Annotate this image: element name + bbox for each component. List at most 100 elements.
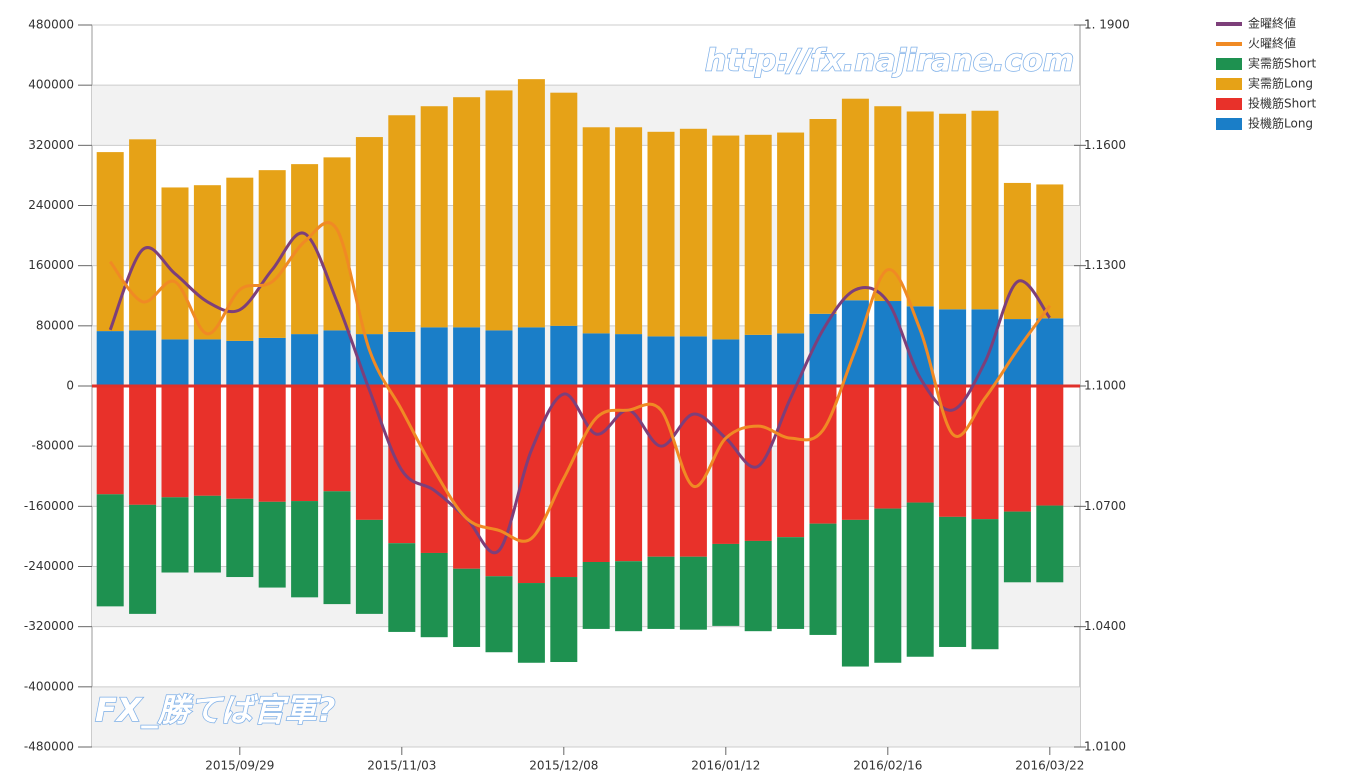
bar: [485, 576, 513, 653]
bar: [193, 339, 221, 386]
bar: [679, 336, 707, 386]
bar: [517, 327, 545, 386]
bar: [550, 92, 578, 326]
legend-label: 火曜終値: [1248, 36, 1296, 51]
legend-label: 投機筋Long: [1248, 116, 1313, 131]
background-band: [92, 686, 1080, 747]
bar: [258, 337, 286, 386]
bar: [777, 132, 805, 334]
legend-label: 実需筋Long: [1248, 76, 1313, 91]
y-tick-label: -480000: [24, 740, 74, 754]
x-tick-label: 2015/09/29: [205, 759, 274, 773]
watermark: FX_勝てば官軍?: [95, 691, 335, 729]
y-tick-label: 240000: [28, 198, 74, 212]
bar: [777, 386, 805, 538]
bar: [1003, 386, 1031, 512]
y-tick-label: -240000: [24, 559, 74, 573]
bar: [258, 386, 286, 502]
bar: [777, 537, 805, 629]
y-tick-label: -320000: [24, 619, 74, 633]
bar: [355, 334, 383, 386]
bar: [744, 540, 772, 632]
bar: [647, 131, 675, 337]
bar: [712, 339, 740, 386]
bar: [485, 386, 513, 577]
bar: [550, 577, 578, 663]
bar: [841, 519, 869, 667]
y-tick-label: 0: [66, 379, 74, 393]
y2-tick-label: 1.0400: [1084, 619, 1126, 633]
legend-swatch: [1216, 22, 1242, 26]
bar: [1036, 318, 1064, 386]
legend-swatch: [1216, 58, 1242, 70]
legend-swatch: [1216, 42, 1242, 46]
bar: [355, 519, 383, 614]
bar: [550, 325, 578, 386]
bar: [874, 301, 902, 386]
bar: [809, 523, 837, 635]
bar: [712, 386, 740, 544]
bar: [420, 552, 448, 638]
y-tick-label: 160000: [28, 258, 74, 272]
legend-swatch: [1216, 118, 1242, 130]
y2-tick-label: 1. 1900: [1084, 18, 1130, 32]
bar: [1003, 319, 1031, 386]
bar: [291, 386, 319, 502]
bar: [841, 98, 869, 301]
legend-swatch: [1216, 78, 1242, 90]
x-tick-label: 2016/01/12: [691, 759, 760, 773]
legend-label: 投機筋Short: [1248, 96, 1316, 111]
bar: [582, 386, 610, 562]
bar: [906, 111, 934, 307]
bar: [647, 386, 675, 557]
chart-layer: -480000 -400000 -320000 -240000 -160000 -8000…: [24, 18, 1130, 773]
bar: [291, 164, 319, 335]
y-tick-label: -160000: [24, 499, 74, 513]
bar: [1036, 505, 1064, 583]
bar: [226, 386, 254, 499]
y-tick-label: 320000: [28, 138, 74, 152]
bar: [615, 334, 643, 386]
bar: [226, 498, 254, 578]
bar: [906, 502, 934, 657]
bar: [744, 334, 772, 386]
bar: [615, 386, 643, 562]
bar: [1036, 184, 1064, 319]
bar: [161, 386, 189, 498]
bar: [1003, 511, 1031, 583]
legend-swatch: [1216, 98, 1242, 110]
bar: [517, 386, 545, 584]
y-tick-label: -400000: [24, 679, 74, 693]
y-tick-label: -80000: [31, 439, 74, 453]
bar: [291, 334, 319, 386]
bar: [874, 386, 902, 509]
bar: [96, 494, 124, 607]
bar: [517, 583, 545, 663]
bar: [129, 330, 157, 386]
bar: [323, 386, 351, 492]
bar: [517, 79, 545, 328]
bar: [355, 386, 383, 520]
bar: [453, 386, 481, 569]
bar: [712, 543, 740, 626]
bar: [129, 386, 157, 505]
x-tick-label: 2015/12/08: [529, 759, 598, 773]
bar: [96, 331, 124, 386]
bar: [744, 134, 772, 335]
bar: [258, 501, 286, 588]
x-tick-label: 2016/02/16: [853, 759, 922, 773]
bar: [96, 386, 124, 495]
bar: [582, 127, 610, 334]
y-tick-label: 80000: [36, 318, 74, 332]
y2-tick-label: 1.0700: [1084, 499, 1126, 513]
bar: [971, 309, 999, 386]
bar: [323, 330, 351, 386]
y2-tick-label: 1.1000: [1084, 379, 1126, 393]
bar: [420, 106, 448, 328]
bar: [971, 519, 999, 650]
bar: [323, 491, 351, 605]
y-tick-label: 480000: [28, 18, 74, 32]
bar: [939, 113, 967, 310]
bar: [615, 127, 643, 335]
